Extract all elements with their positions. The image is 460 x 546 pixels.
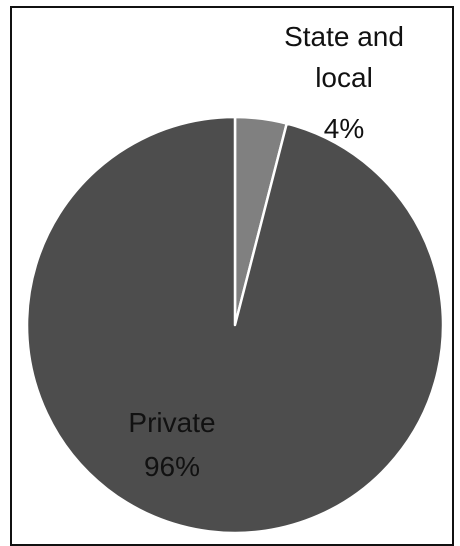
pie-slices (25, 115, 445, 535)
slice-value-state-and-local: 4% (324, 113, 364, 144)
pie-slice-private[interactable] (25, 115, 445, 535)
slice-label-state-and-local-line-2: local (315, 62, 373, 93)
slice-value-private: 96% (144, 451, 200, 482)
slice-label-private: Private (128, 407, 215, 438)
slice-label-state-and-local-line-1: State and (284, 21, 404, 52)
pie-labels: State and local 4% Private 96% (128, 21, 404, 482)
